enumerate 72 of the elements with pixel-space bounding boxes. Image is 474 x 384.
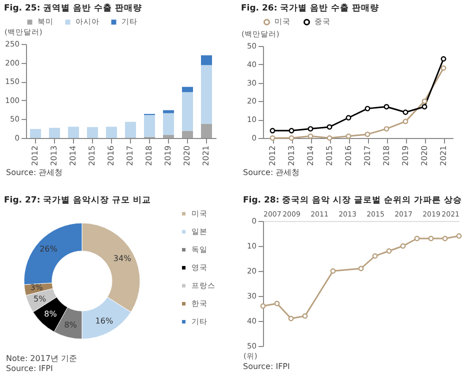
bar <box>182 86 193 92</box>
data-label: 8% <box>44 310 58 319</box>
source-note: Source: 관세청 <box>242 168 301 178</box>
point <box>288 128 294 134</box>
x-tick-label: 2018 <box>144 146 154 166</box>
point <box>270 128 276 134</box>
bar <box>163 110 174 114</box>
x-tick-label: 2015 <box>325 146 334 166</box>
x-tick-label: 2016 <box>344 146 353 166</box>
x-tick-label: 2016 <box>106 146 116 166</box>
x-tick-label: 2013 <box>287 146 296 166</box>
point <box>308 126 314 132</box>
text: Note: 2017년 기준 <box>5 354 78 364</box>
x-tick-label: 2017 <box>126 146 134 166</box>
point <box>402 110 408 115</box>
bar <box>163 113 174 135</box>
chart-title: Fig. 25: 권역별 음반 수출 판매량 <box>4 2 142 14</box>
data-label: 26% <box>40 244 58 254</box>
bar <box>30 128 41 138</box>
x-tick-label: 2014 <box>306 146 315 166</box>
x-tick-label: 2017 <box>363 146 372 166</box>
data-label: 16% <box>95 316 114 326</box>
bar <box>49 128 60 138</box>
point <box>422 104 428 110</box>
bar <box>68 126 79 138</box>
point <box>364 132 370 138</box>
bar <box>201 124 212 138</box>
point <box>440 56 446 62</box>
point <box>326 124 332 130</box>
bar <box>163 134 174 138</box>
bar <box>201 55 212 66</box>
x-tick-label: 2021 <box>439 146 448 166</box>
x-tick-label: 2018 <box>382 146 391 166</box>
bar <box>144 115 155 137</box>
source-note: Source: 관세청 <box>5 168 64 178</box>
data-label: 5% <box>33 294 47 304</box>
bar <box>125 122 136 138</box>
x-tick-label: 2021 <box>202 146 210 166</box>
point <box>364 106 370 112</box>
point <box>346 115 352 120</box>
x-tick-label: 2020 <box>182 146 192 166</box>
x-tick-label: 2020 <box>420 146 429 166</box>
bar <box>182 130 193 138</box>
data-label: 3% <box>30 283 44 292</box>
x-tick-label: 2019 <box>164 146 172 166</box>
chart-title: Fig. 28: 중국의 음악 시장 글로벌 순위의 가파른 상승 <box>243 196 462 206</box>
point <box>288 135 294 141</box>
x-tick-label: 2015 <box>88 146 96 166</box>
point <box>326 135 332 141</box>
source-note: Source: IFPI <box>242 362 291 372</box>
data-label: 34% <box>113 254 132 263</box>
x-tick-label: 2014 <box>68 146 78 166</box>
bar <box>182 92 193 131</box>
point <box>384 104 390 110</box>
point <box>422 98 428 104</box>
point <box>346 133 352 139</box>
data-label: 8% <box>64 320 78 330</box>
x-tick-label: 2012 <box>268 146 277 166</box>
point <box>384 126 390 132</box>
chart-title: Fig. 26: 국가별 음반 수출 판매량 <box>241 2 380 14</box>
point <box>440 65 446 71</box>
x-tick-label: 2012 <box>30 146 40 166</box>
x-tick-label: 2013 <box>50 146 58 166</box>
bar <box>201 65 212 124</box>
point <box>308 133 314 139</box>
point <box>270 135 276 141</box>
source-note: Source: IFPI <box>5 364 54 374</box>
chart-title: Fig. 27: 국가별 음악시장 규모 비교 <box>4 196 152 206</box>
point <box>402 118 408 124</box>
bar <box>106 126 117 138</box>
x-tick-label: 2019 <box>401 146 410 166</box>
bar <box>87 127 98 138</box>
